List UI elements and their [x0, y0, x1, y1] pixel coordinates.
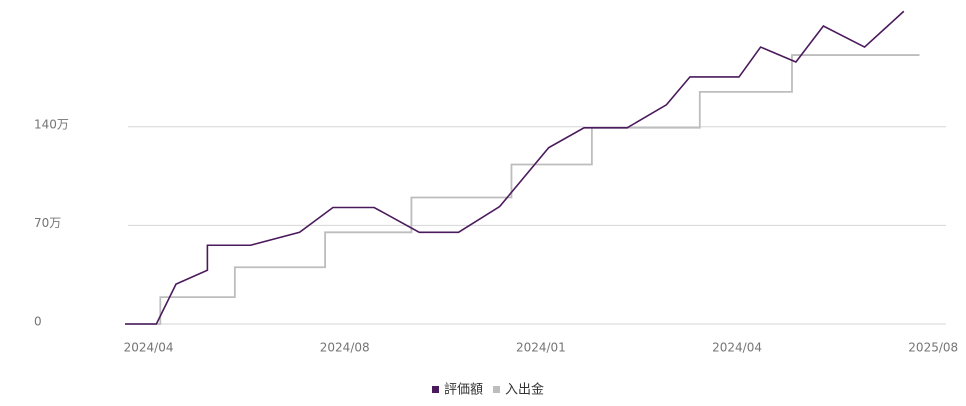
- series-line: [125, 10, 905, 325]
- y-tick-label: 0: [34, 315, 42, 329]
- x-tick-label: 2024/04: [124, 341, 174, 355]
- x-tick-label: 2024/04: [712, 341, 762, 355]
- x-tick-label: 2025/08: [908, 341, 958, 355]
- legend: 評価額 入出金: [432, 382, 544, 398]
- legend-label: 評価額: [444, 383, 483, 398]
- x-tick-label: 2024/08: [320, 341, 370, 355]
- x-tick-label: 2024/01: [516, 341, 566, 355]
- y-tick-label: 70万: [34, 216, 61, 230]
- y-tick-label: 140万: [34, 117, 69, 131]
- legend-swatch: [493, 386, 501, 393]
- legend-label: 入出金: [505, 382, 544, 398]
- series-line: [125, 54, 920, 325]
- legend-swatch: [432, 386, 439, 393]
